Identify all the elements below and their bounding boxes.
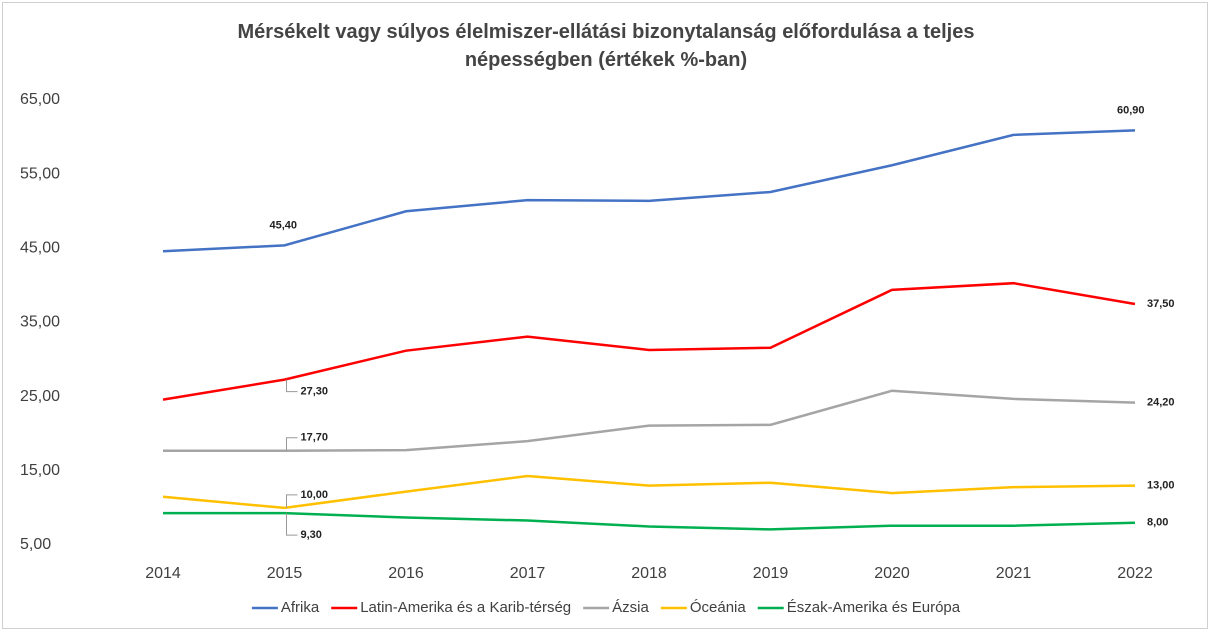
- legend-label: Ázsia: [612, 599, 649, 616]
- data-label: 27,30: [301, 386, 329, 398]
- label-leader: [286, 379, 298, 393]
- y-tick-label: 55,00: [20, 165, 60, 182]
- series-line: [163, 511, 1136, 531]
- data-label: 24,20: [1147, 397, 1175, 409]
- series-line: [162, 129, 1136, 253]
- x-tick-label: 2017: [510, 565, 546, 582]
- y-tick-label: 15,00: [20, 462, 60, 479]
- x-tick-label: 2022: [1117, 565, 1153, 582]
- legend: Afrika Latin-Amerika és a Karib-térség Ázs…: [251, 599, 961, 616]
- x-tick-label: 2015: [267, 565, 303, 582]
- y-tick-label: 35,00: [20, 314, 60, 331]
- series-line: [162, 281, 1136, 401]
- data-label: 45,40: [270, 219, 298, 231]
- data-label: 9,30: [301, 529, 322, 541]
- x-tick-label: 2019: [753, 565, 789, 582]
- label-leader: [286, 437, 298, 451]
- y-tick-label: 5,00: [20, 536, 51, 553]
- data-label: 37,50: [1147, 298, 1175, 310]
- chart-title: Mérsékelt vagy súlyos élelmiszer-ellátás…: [237, 21, 975, 71]
- y-tick-label: 45,00: [20, 240, 60, 257]
- y-tick-label: 25,00: [20, 388, 60, 405]
- legend-label: Óceánia: [690, 599, 747, 616]
- legend-label: Latin-Amerika és a Karib-térség: [360, 599, 571, 616]
- data-label: 17,70: [301, 432, 329, 444]
- x-tick-label: 2018: [631, 565, 667, 582]
- y-tick-label: 65,00: [20, 91, 60, 108]
- data-label: 60,90: [1117, 104, 1145, 116]
- data-label: 8,00: [1147, 517, 1168, 529]
- x-tick-label: 2016: [388, 565, 424, 582]
- x-tick-label: 2020: [874, 565, 910, 582]
- data-label: 10,00: [301, 489, 329, 501]
- legend-label: Észak-Amerika és Európa: [787, 599, 961, 616]
- series-line: [163, 389, 1136, 453]
- legend-label: Afrika: [281, 599, 320, 616]
- label-leader: [286, 513, 298, 536]
- data-label: 13,00: [1147, 480, 1175, 492]
- x-tick-label: 2014: [145, 565, 181, 582]
- series-line: [162, 474, 1136, 510]
- label-leader: [286, 494, 298, 508]
- x-tick-label: 2021: [996, 565, 1032, 582]
